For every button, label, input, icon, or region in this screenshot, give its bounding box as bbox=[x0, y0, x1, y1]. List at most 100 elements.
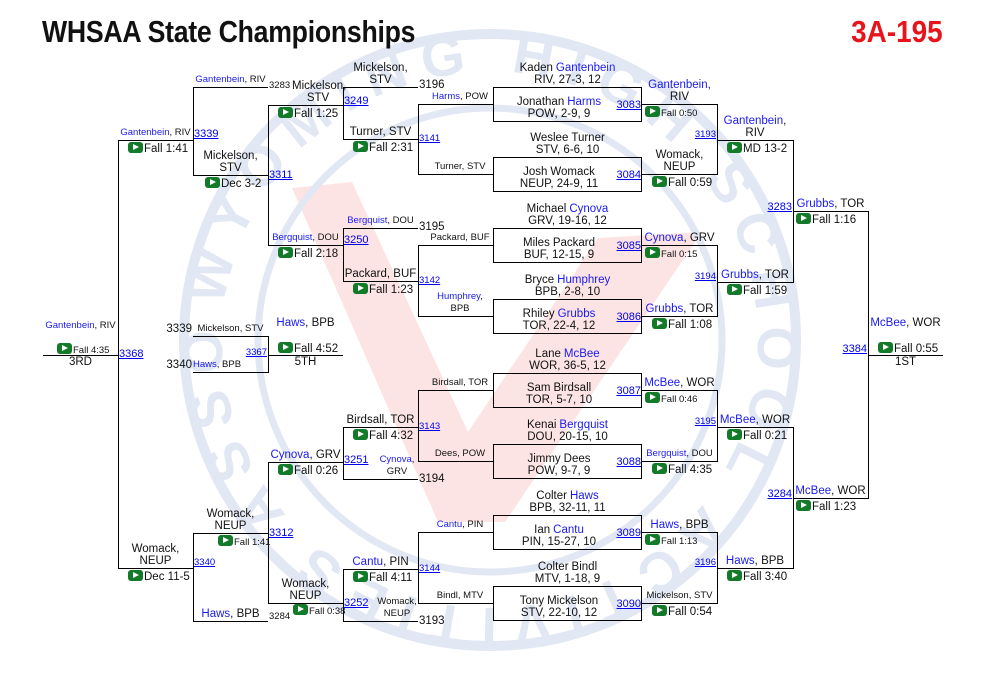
last-name[interactable]: Humphrey bbox=[557, 274, 611, 286]
play-video-icon[interactable] bbox=[278, 342, 293, 353]
play-video-icon[interactable] bbox=[128, 142, 143, 153]
bout-number-link[interactable]: 3141 bbox=[419, 133, 441, 144]
play-video-icon[interactable] bbox=[57, 343, 72, 354]
last-name[interactable]: Cantu bbox=[553, 524, 584, 536]
bout-number-link[interactable]: 3089 bbox=[616, 527, 641, 539]
wrestler-name[interactable]: Haws bbox=[725, 555, 755, 567]
play-video-icon[interactable] bbox=[278, 464, 293, 475]
wrestler-name[interactable]: Bergquist bbox=[646, 448, 687, 459]
wrestler-name[interactable]: Grubbs bbox=[796, 198, 835, 210]
bout-number-link[interactable]: 3252 bbox=[344, 597, 369, 609]
bout-number-link[interactable]: 3084 bbox=[616, 169, 641, 181]
bout-number-link[interactable]: 3196 bbox=[694, 557, 716, 568]
play-video-icon[interactable] bbox=[205, 177, 220, 188]
play-video-icon[interactable] bbox=[652, 318, 667, 329]
bout-number-link[interactable]: 3195 bbox=[694, 416, 716, 427]
bout-number-link[interactable]: 3087 bbox=[616, 385, 641, 397]
last-name[interactable]: Grubbs bbox=[557, 308, 596, 320]
last-name[interactable]: Harms bbox=[567, 96, 602, 108]
play-video-icon[interactable] bbox=[293, 604, 308, 615]
play-video-icon[interactable] bbox=[727, 570, 742, 581]
wrestler-name[interactable]: McBee bbox=[644, 377, 681, 389]
play-video-icon[interactable] bbox=[278, 107, 293, 118]
bout-number-link[interactable]: 3249 bbox=[344, 95, 369, 107]
play-video-icon[interactable] bbox=[278, 247, 293, 258]
bout-number-link[interactable]: 3250 bbox=[344, 234, 369, 246]
wrestler-name[interactable]: Gantenbein bbox=[45, 320, 95, 331]
play-video-icon[interactable] bbox=[645, 392, 660, 403]
play-video-icon[interactable] bbox=[353, 571, 368, 582]
wrestler-name[interactable]: Haws bbox=[201, 608, 231, 620]
play-video-icon[interactable] bbox=[796, 500, 811, 511]
bout-number-link[interactable]: 3284 bbox=[767, 488, 792, 500]
wrestler-name[interactable]: Humphrey bbox=[437, 291, 481, 302]
bout-number-link[interactable]: 3090 bbox=[616, 598, 641, 610]
match-result: Fall 1:23 bbox=[796, 500, 856, 514]
play-video-icon[interactable] bbox=[218, 535, 233, 546]
bout-number-link[interactable]: 3194 bbox=[694, 271, 716, 282]
wrestler-name[interactable]: Bergquist bbox=[347, 215, 388, 226]
play-video-icon[interactable] bbox=[128, 570, 143, 581]
match-box bbox=[493, 515, 642, 550]
wrestler-name[interactable]: Cynova bbox=[644, 232, 684, 244]
play-video-icon[interactable] bbox=[652, 463, 667, 474]
wrestler-name[interactable]: Gantenbein bbox=[648, 79, 708, 91]
wrestler-name[interactable]: Harms bbox=[432, 91, 460, 102]
wrestler-name[interactable]: Gantenbein bbox=[195, 74, 245, 85]
bout-number-link[interactable]: 3311 bbox=[269, 169, 293, 181]
last-name[interactable]: Gantenbein bbox=[555, 62, 616, 74]
bout-number-link[interactable]: 3086 bbox=[616, 311, 641, 323]
wrestler-name[interactable]: Gantenbein bbox=[723, 115, 784, 127]
play-video-icon[interactable] bbox=[652, 176, 667, 187]
play-video-icon[interactable] bbox=[353, 429, 368, 440]
play-video-icon[interactable] bbox=[353, 141, 368, 152]
bout-number-link[interactable]: 3144 bbox=[419, 563, 441, 574]
bout-number-link[interactable]: 3085 bbox=[616, 240, 641, 252]
bout-number-link[interactable]: 3143 bbox=[419, 421, 441, 432]
wrestler-name[interactable]: Haws bbox=[650, 519, 680, 531]
team-code: PIN bbox=[383, 556, 409, 568]
bout-number-link[interactable]: 3193 bbox=[694, 129, 716, 140]
last-name[interactable]: Haws bbox=[569, 490, 599, 502]
play-video-icon[interactable] bbox=[727, 142, 742, 153]
wrestler-name[interactable]: Grubbs bbox=[721, 269, 759, 281]
play-video-icon[interactable] bbox=[796, 213, 811, 224]
wrestler-name: Dees bbox=[434, 448, 458, 459]
wrestler-name[interactable]: Haws bbox=[193, 359, 217, 370]
play-video-icon[interactable] bbox=[878, 342, 893, 353]
bout-number-link[interactable]: 3283 bbox=[767, 201, 792, 213]
play-video-icon[interactable] bbox=[645, 247, 660, 258]
bracket-line bbox=[418, 174, 493, 175]
bout-number-link[interactable]: 3083 bbox=[616, 99, 641, 111]
wrestler-name[interactable]: Haws bbox=[276, 317, 306, 329]
wrestler-name[interactable]: Cantu bbox=[352, 556, 384, 568]
wrestler-name[interactable]: McBee bbox=[719, 414, 756, 426]
bout-number-link[interactable]: 3088 bbox=[616, 456, 641, 468]
bout-number-link[interactable]: 3339 bbox=[194, 128, 219, 140]
bout-number-link[interactable]: 3312 bbox=[269, 527, 294, 539]
wrestler-name[interactable]: Cantu bbox=[436, 519, 463, 530]
bout-number-link[interactable]: 3384 bbox=[842, 343, 867, 355]
bout-number-link[interactable]: 3251 bbox=[344, 454, 369, 466]
last-name[interactable]: Bergquist bbox=[559, 419, 608, 431]
play-video-icon[interactable] bbox=[652, 605, 667, 616]
wrestler-name[interactable]: McBee bbox=[795, 485, 832, 497]
bout-number-link[interactable]: 3368 bbox=[119, 348, 144, 360]
play-video-icon[interactable] bbox=[645, 534, 660, 545]
wrestler-name[interactable]: Cynova bbox=[270, 449, 310, 461]
bout-number-link[interactable]: 3142 bbox=[419, 275, 441, 286]
last-name[interactable]: Cynova bbox=[569, 203, 609, 215]
bout-number-link[interactable]: 3340 bbox=[194, 557, 216, 568]
play-video-icon[interactable] bbox=[727, 284, 742, 295]
wrestler-name[interactable]: Grubbs bbox=[645, 303, 684, 315]
play-video-icon[interactable] bbox=[645, 106, 660, 117]
wrestler-name[interactable]: Gantenbein bbox=[120, 127, 170, 138]
play-video-icon[interactable] bbox=[353, 283, 368, 294]
wrestler-name[interactable]: McBee bbox=[870, 317, 907, 329]
bout-number-link[interactable]: 3367 bbox=[245, 347, 267, 358]
wrestler-name[interactable]: Cynova bbox=[379, 454, 412, 465]
last-name[interactable]: McBee bbox=[563, 348, 600, 360]
play-video-icon[interactable] bbox=[727, 429, 742, 440]
wrestler-name[interactable]: Bergquist bbox=[272, 232, 313, 243]
